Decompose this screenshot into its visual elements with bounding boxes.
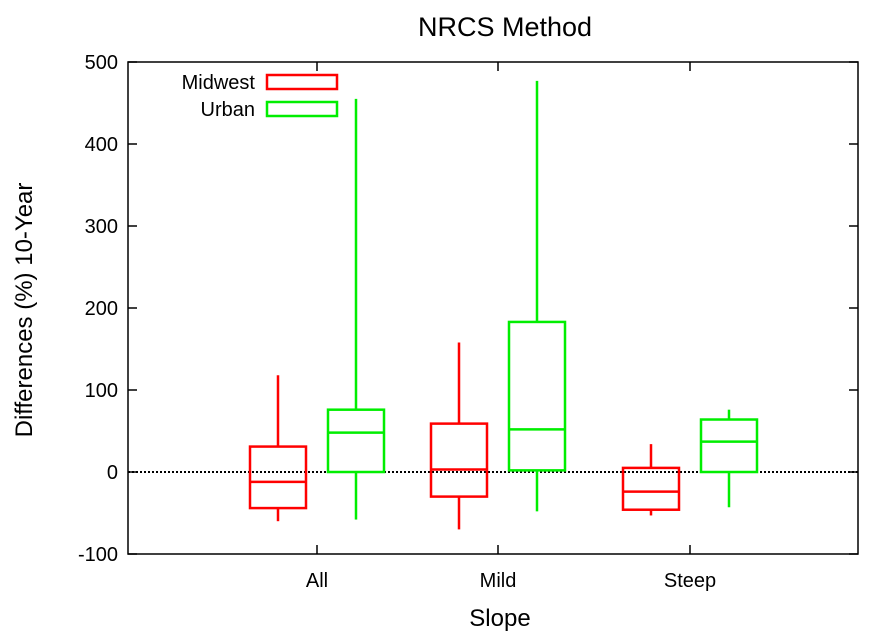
chart-title: NRCS Method xyxy=(418,12,592,42)
box xyxy=(326,408,386,474)
box xyxy=(621,466,681,511)
plot-frame xyxy=(127,61,859,555)
legend-label-urban: Urban xyxy=(201,99,255,121)
y-tick-label: -100 xyxy=(78,544,118,566)
plot-area: -100 0 100 200 300 400 500 All Mild Steep xyxy=(78,52,859,592)
box xyxy=(507,320,567,472)
y-tick-label: 300 xyxy=(85,216,118,238)
legend-label-midwest: Midwest xyxy=(182,72,256,94)
y-tick-label: 0 xyxy=(107,462,118,484)
x-tick-label: All xyxy=(306,570,328,592)
legend: Midwest Urban xyxy=(182,72,339,121)
y-tick-label: 400 xyxy=(85,134,118,156)
box xyxy=(699,418,759,474)
series-midwest xyxy=(248,342,681,530)
x-tick-label: Steep xyxy=(664,570,716,592)
legend-swatch-midwest xyxy=(265,73,339,91)
y-tick-label: 100 xyxy=(85,380,118,402)
legend-swatch-urban xyxy=(265,100,339,118)
y-tick-label: 200 xyxy=(85,298,118,320)
box xyxy=(248,445,308,510)
series-urban xyxy=(326,80,759,520)
box xyxy=(429,422,489,498)
x-tick-label: Mild xyxy=(480,570,517,592)
y-tick-label: 500 xyxy=(85,52,118,74)
x-axis-title: Slope xyxy=(469,605,530,632)
y-axis-title: Differences (%) 10-Year xyxy=(11,183,38,438)
